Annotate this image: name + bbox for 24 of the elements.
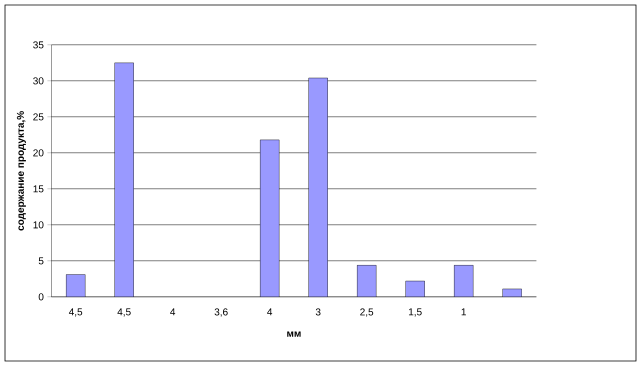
y-tick-label: 5 [38,257,44,264]
y-tick-label: 30 [33,77,44,84]
bar [66,274,86,297]
bar [454,264,474,297]
x-tick-label: 1 [462,308,466,316]
x-tick-label: 3,6 [214,308,228,317]
x-tick-label: 3 [316,308,321,316]
y-tick-label: 25 [33,113,44,120]
x-tick-label: 1,5 [408,308,422,317]
x-tick-label: 4 [170,308,176,316]
x-tick-label: 4 [267,308,272,316]
x-tick-label: 4,5 [117,308,131,317]
y-tick-label: 15 [34,185,44,192]
y-tick-label: 10 [34,221,44,228]
bar [405,280,425,297]
bar [356,264,376,297]
x-axis-title: мм [287,332,301,337]
y-tick-label: 0 [38,293,44,300]
x-tick-label: 2,5 [360,308,374,317]
bar [502,288,522,297]
y-axis-title: содержание продукта,% [16,111,26,230]
y-tick-label: 35 [33,41,44,48]
x-tick-label: 4,5 [68,308,82,317]
y-tick-label: 20 [33,149,44,156]
